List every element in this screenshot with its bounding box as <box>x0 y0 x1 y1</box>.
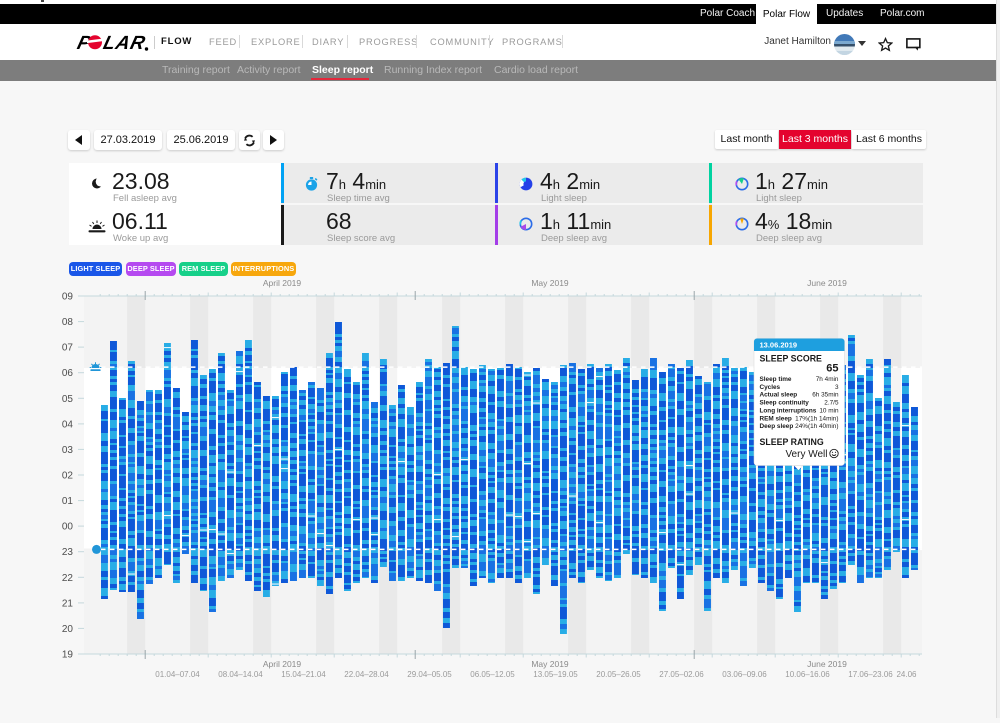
svg-text:22: 22 <box>62 573 74 584</box>
svg-text:24.06: 24.06 <box>896 670 917 679</box>
svg-text:May 2019: May 2019 <box>531 278 569 288</box>
svg-text:27.05–02.06: 27.05–02.06 <box>659 670 704 679</box>
svg-text:Actual sleep: Actual sleep <box>760 392 798 399</box>
svg-text:29.04–05.05: 29.04–05.05 <box>407 670 452 679</box>
svg-text:6h 35min: 6h 35min <box>812 392 839 399</box>
svg-text:21: 21 <box>62 598 74 609</box>
svg-text:April 2019: April 2019 <box>263 659 302 669</box>
svg-text:Deep sleep: Deep sleep <box>760 423 794 430</box>
svg-text:SLEEP SCORE: SLEEP SCORE <box>760 354 823 364</box>
svg-text:10.06–16.06: 10.06–16.06 <box>785 670 830 679</box>
svg-text:01: 01 <box>62 496 74 507</box>
svg-text:13.06.2019: 13.06.2019 <box>760 341 798 350</box>
svg-text:June 2019: June 2019 <box>807 659 847 669</box>
svg-text:01.04–07.04: 01.04–07.04 <box>155 670 200 679</box>
svg-text:REM sleep: REM sleep <box>760 415 792 422</box>
svg-text:02: 02 <box>62 471 74 482</box>
svg-text:22.04–28.04: 22.04–28.04 <box>344 670 389 679</box>
svg-text:June 2019: June 2019 <box>807 278 847 288</box>
svg-text:08.04–14.04: 08.04–14.04 <box>218 670 263 679</box>
svg-text:17.06–23.06: 17.06–23.06 <box>848 670 893 679</box>
svg-text:08: 08 <box>62 317 74 328</box>
svg-text:Sleep time: Sleep time <box>760 376 792 383</box>
svg-text:03.06–09.06: 03.06–09.06 <box>722 670 767 679</box>
svg-text:Long interruptions: Long interruptions <box>760 407 817 414</box>
svg-text:15.04–21.04: 15.04–21.04 <box>281 670 326 679</box>
svg-text:23: 23 <box>62 547 74 558</box>
svg-text:06: 06 <box>62 368 74 379</box>
svg-text:P: P <box>75 33 93 54</box>
svg-text:65: 65 <box>826 363 838 375</box>
svg-text:2.7/5: 2.7/5 <box>824 400 839 407</box>
svg-text:03: 03 <box>62 445 74 456</box>
svg-text:19: 19 <box>62 650 74 661</box>
svg-text:Cycles: Cycles <box>760 384 781 391</box>
svg-text:SLEEP RATING: SLEEP RATING <box>760 437 824 447</box>
svg-text:24%(1h 40min): 24%(1h 40min) <box>795 423 838 430</box>
svg-text:Sleep continuity: Sleep continuity <box>760 400 810 407</box>
svg-text:Very Well: Very Well <box>785 449 827 460</box>
svg-text:06.05–12.05: 06.05–12.05 <box>470 670 515 679</box>
svg-text:7h 4min: 7h 4min <box>816 376 839 383</box>
svg-text:09: 09 <box>62 292 74 303</box>
svg-text:20.05–26.05: 20.05–26.05 <box>596 670 641 679</box>
svg-text:17%(1h 14min): 17%(1h 14min) <box>795 415 838 422</box>
svg-text:07: 07 <box>62 343 74 354</box>
svg-text:10 min: 10 min <box>819 407 839 414</box>
svg-text:3: 3 <box>835 384 839 391</box>
svg-text:LAR: LAR <box>101 33 148 54</box>
svg-text:May 2019: May 2019 <box>531 659 569 669</box>
svg-text:13.05–19.05: 13.05–19.05 <box>533 670 578 679</box>
svg-text:00: 00 <box>62 522 74 533</box>
svg-text:05: 05 <box>62 394 74 405</box>
svg-text:04: 04 <box>62 419 74 430</box>
svg-text:20: 20 <box>62 624 74 635</box>
svg-text:April 2019: April 2019 <box>263 278 302 288</box>
